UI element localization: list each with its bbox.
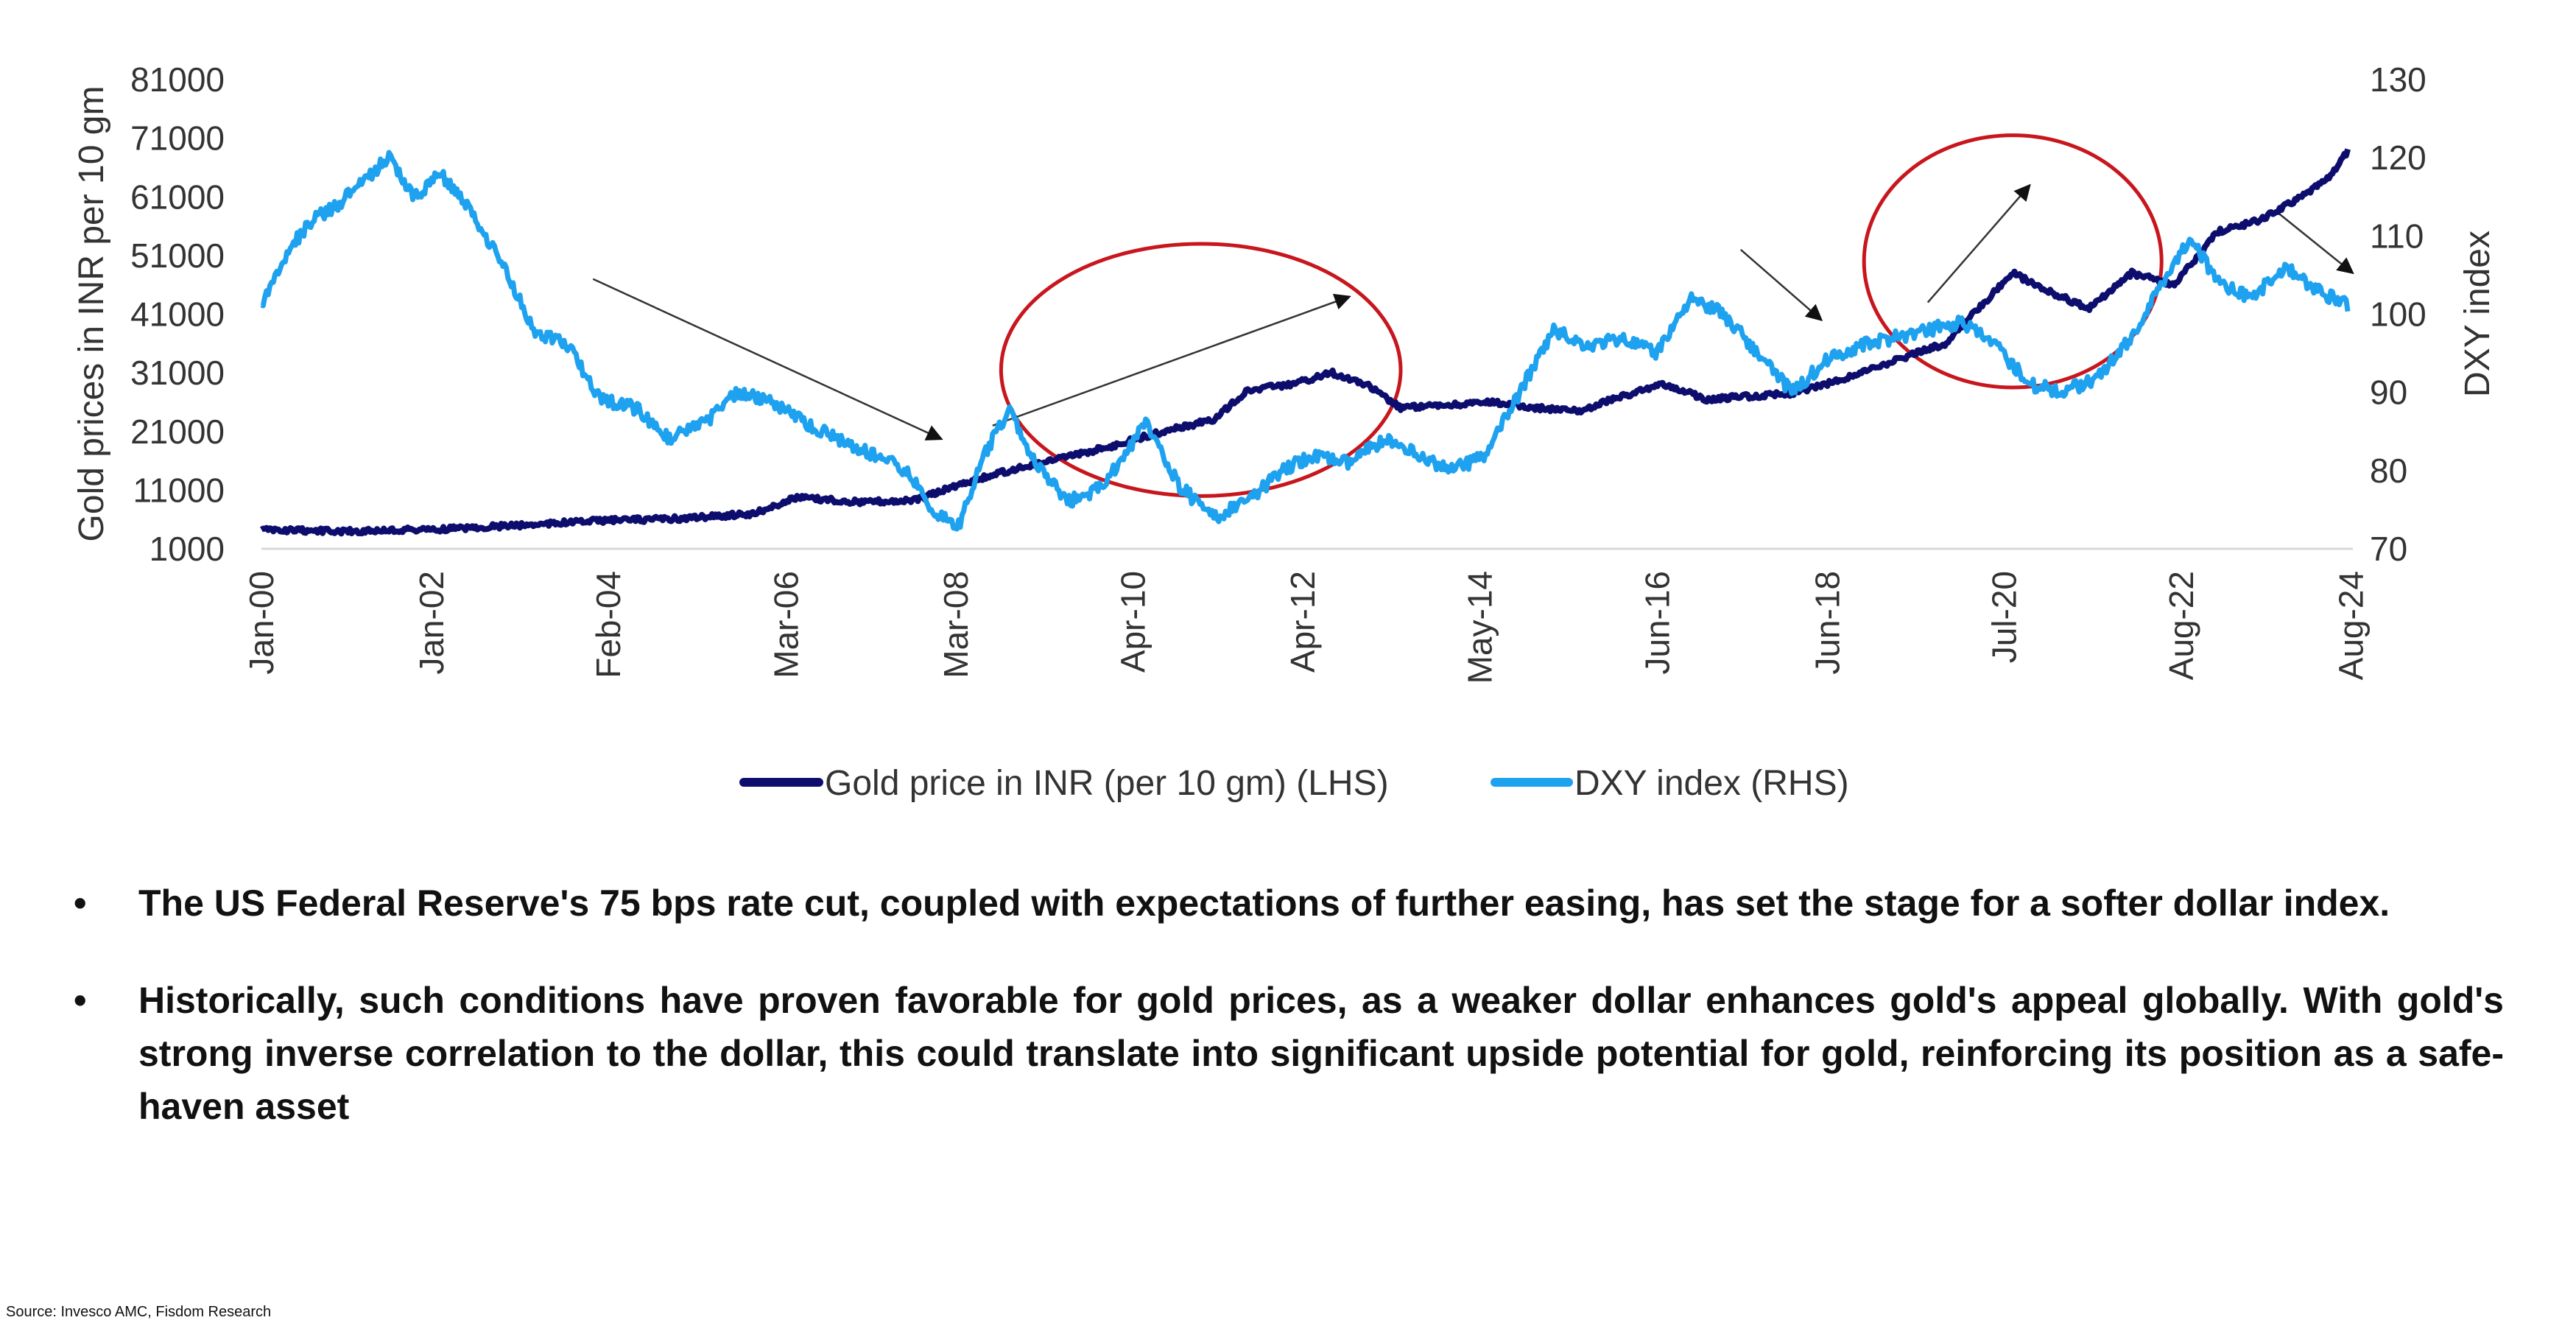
bullet-dot: • (74, 882, 87, 924)
x-tick-label: Jun-18 (1809, 571, 1847, 675)
legend-item-gold: Gold price in INR (per 10 gm) (LHS) (739, 764, 1389, 803)
bullet-text: The US Federal Reserve's 75 bps rate cut… (138, 882, 2390, 924)
legend-label: DXY index (RHS) (1574, 764, 1849, 803)
annotations-layer (592, 133, 2354, 498)
y-left-tick-label: 51000 (130, 236, 225, 275)
trend-arrow (1739, 248, 1823, 321)
y-left-tick-label: 1000 (149, 530, 225, 568)
legend-label: Gold price in INR (per 10 gm) (LHS) (825, 764, 1389, 803)
bullet-dot: • (74, 980, 87, 1021)
source-note: Source: Invesco AMC, Fisdom Research (6, 1304, 272, 1320)
y-left-tick-label: 71000 (130, 119, 225, 158)
y-right-tick-label: 70 (2370, 530, 2407, 568)
trend-arrow (1926, 183, 2031, 303)
series-layer (260, 148, 2351, 537)
x-tick-label: May-14 (1460, 571, 1499, 684)
x-tick-label: Apr-10 (1113, 571, 1152, 673)
y-left-tick-label: 31000 (130, 354, 225, 392)
y-left-tick-label: 11000 (133, 471, 225, 509)
trend-arrow (992, 293, 1351, 427)
chart-legend: Gold price in INR (per 10 gm) (LHS) DXY i… (739, 764, 1849, 803)
y-left-tick-label: 41000 (130, 295, 225, 334)
x-tick-label: Apr-12 (1284, 571, 1322, 673)
x-tick-label: Jan-00 (242, 571, 281, 675)
x-tick-label: Aug-22 (2162, 571, 2200, 680)
y-right-tick-label: 90 (2370, 373, 2407, 412)
y-left-tick-label: 81000 (130, 60, 225, 99)
axes-layer: 1000 11000 21000 31000 41000 51000 61000 71000 8… (72, 60, 2497, 684)
bullet-item-rate-cut: • The US Federal Reserve's 75 bps rate c… (74, 877, 2504, 930)
x-tick-label: Feb-04 (589, 571, 627, 678)
series-line-gold (260, 148, 2351, 537)
x-tick-label: Jun-16 (1639, 571, 1677, 675)
x-tick-label: Jul-20 (1985, 571, 2024, 663)
dual-axis-line-chart: 1000 11000 21000 31000 41000 51000 61000 71000 8… (72, 60, 2497, 803)
series-line-dxy (260, 150, 2351, 532)
highlight-ellipse (1862, 133, 2164, 390)
x-tick-label: Aug-24 (2332, 571, 2371, 680)
trend-arrow (592, 278, 943, 441)
x-tick-label: Jan-02 (412, 571, 451, 675)
bullet-list: • The US Federal Reserve's 75 bps rate c… (74, 877, 2504, 1177)
y-right-tick-label: 120 (2370, 138, 2427, 177)
bullet-item-gold-outlook: • Historically, such conditions have pro… (74, 974, 2504, 1133)
y-right-axis-title: DXY index (2458, 231, 2497, 397)
y-left-tick-label: 61000 (130, 178, 225, 216)
y-right-tick-label: 100 (2370, 295, 2427, 334)
y-right-tick-label: 80 (2370, 452, 2407, 490)
y-right-tick-label: 110 (2370, 217, 2424, 255)
y-right-tick-label: 130 (2370, 60, 2427, 99)
trend-arrow (2276, 211, 2354, 275)
bullet-text: Historically, such conditions have prove… (138, 980, 2504, 1127)
x-tick-label: Mar-08 (937, 571, 975, 678)
x-tick-label: Mar-06 (767, 571, 805, 678)
y-left-tick-label: 21000 (130, 413, 225, 451)
legend-item-dxy: DXY index (RHS) (1491, 764, 1849, 803)
highlight-ellipse (999, 242, 1403, 498)
y-left-axis-title: Gold prices in INR per 10 gm (72, 86, 111, 542)
